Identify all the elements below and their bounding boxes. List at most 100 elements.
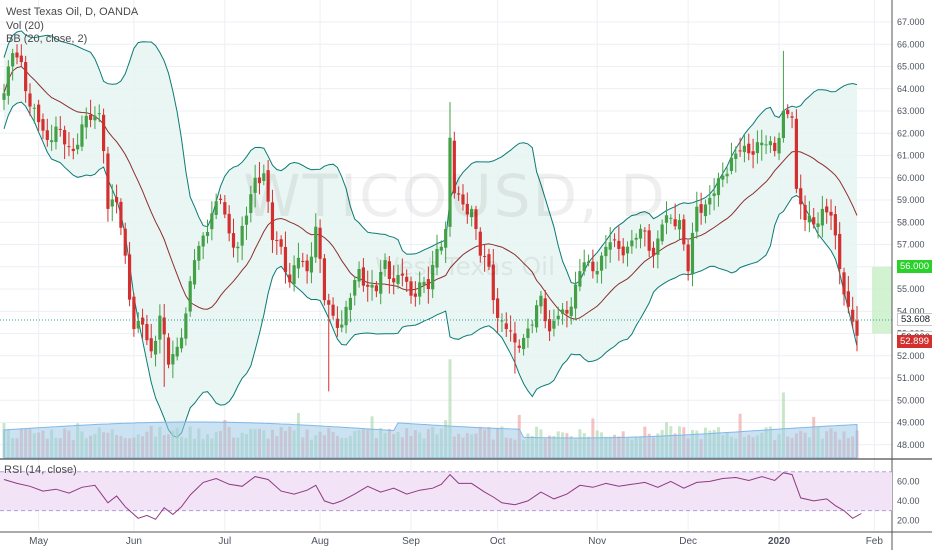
rsi-axis-tick-label: 60.00 (897, 476, 920, 486)
candle-body (491, 264, 495, 301)
candle-body (647, 230, 651, 251)
candle-body (669, 217, 673, 219)
legend-rsi[interactable]: RSI (14, close) (4, 464, 77, 476)
candle-body (617, 240, 621, 249)
candle-body (296, 257, 301, 269)
candle-body (71, 148, 75, 152)
time-axis-tick-label: Jun (126, 536, 142, 547)
candle-body (279, 239, 283, 247)
candle-body (357, 268, 361, 282)
price-axis-tick-label: 63.000 (897, 106, 925, 116)
candle-body (457, 193, 461, 195)
rsi-band-fill (0, 471, 892, 511)
candle-body (322, 258, 327, 301)
candle-body (76, 144, 80, 150)
legend-volume[interactable]: Vol (20) (6, 20, 44, 32)
price-axis-tick-label: 51.000 (897, 373, 925, 383)
candle-body (114, 197, 119, 203)
price-axis-tick-label: 54.000 (897, 306, 925, 316)
candle-body (418, 282, 422, 297)
candle-body (534, 305, 539, 328)
candle-body (305, 260, 309, 272)
candle-body (374, 285, 378, 292)
candle-body (236, 246, 240, 249)
price-tag-current: 53.608 (897, 313, 932, 327)
candle-body (184, 313, 188, 339)
candle-body (93, 115, 97, 121)
price-axis-tick-label: 58.000 (897, 217, 925, 227)
candle-body (586, 261, 591, 263)
candle-body (197, 245, 201, 261)
candle-body (257, 177, 262, 184)
candle-body (50, 140, 54, 143)
candle-body (214, 201, 218, 215)
candle-body (331, 304, 335, 316)
candle-body (45, 130, 49, 140)
candle-body (344, 306, 348, 326)
candle-body (227, 213, 231, 234)
candle-body (630, 240, 634, 247)
candle-body (348, 297, 352, 310)
price-axis-tick-label: 61.000 (897, 151, 925, 161)
candle-body (409, 281, 413, 296)
candle-body (136, 320, 140, 329)
candle-body (210, 213, 214, 230)
legend-bollinger[interactable]: BB (20, close, 2) (6, 33, 88, 45)
candle-body (560, 309, 565, 314)
candle-body (413, 293, 417, 297)
watermark-symbol: WTICOUSD, D (243, 162, 667, 230)
candle-body (266, 170, 270, 202)
candle-body (846, 291, 850, 307)
candle-body (539, 295, 543, 307)
candle-body (223, 202, 227, 215)
volume-bar (781, 392, 785, 458)
candle-body (682, 219, 686, 245)
candle-body (703, 204, 708, 217)
candle-body (790, 116, 794, 118)
candle-body (547, 319, 552, 332)
candle-body (656, 238, 660, 255)
candle-body (84, 115, 88, 128)
candle-body (634, 237, 638, 240)
candle-body (188, 281, 192, 312)
candle-body (218, 198, 223, 201)
candle-body (366, 284, 370, 287)
candle-body (292, 265, 296, 285)
price-axis-tick-label: 48.000 (897, 440, 925, 450)
candle-body (781, 111, 785, 139)
candle-body (760, 142, 764, 146)
chart-title[interactable]: West Texas Oil, D, OANDA (6, 6, 139, 18)
candle-body (392, 278, 396, 283)
candle-body (582, 262, 586, 272)
candle-body (807, 215, 811, 223)
candle-body (777, 137, 781, 154)
candle-body (638, 228, 643, 239)
candle-body (448, 137, 452, 227)
price-axis-tick-label: 60.000 (897, 173, 925, 183)
candle-body (838, 233, 842, 269)
candle-body (2, 93, 6, 100)
candle-body (487, 254, 491, 267)
candle-body (794, 118, 798, 189)
rsi-line (3, 472, 862, 520)
candle-body (755, 142, 760, 154)
time-axis-tick-label: 2020 (768, 536, 791, 547)
candle-body (699, 204, 703, 213)
candle-body (301, 260, 305, 262)
candle-body (15, 52, 19, 58)
candle-body (578, 271, 582, 287)
candle-body (201, 235, 205, 247)
time-axis-tick-label: Dec (679, 536, 697, 547)
candle-body (729, 157, 734, 171)
candle-body (119, 201, 123, 228)
bollinger-basis-line (3, 65, 858, 320)
price-tag-bid: 52.899 (897, 335, 932, 349)
candle-body (162, 317, 166, 335)
candle-body (829, 211, 833, 216)
price-axis-tick-label: 64.000 (897, 84, 925, 94)
candle-body (439, 246, 443, 251)
candle-body (179, 337, 184, 349)
candle-body (504, 323, 508, 330)
